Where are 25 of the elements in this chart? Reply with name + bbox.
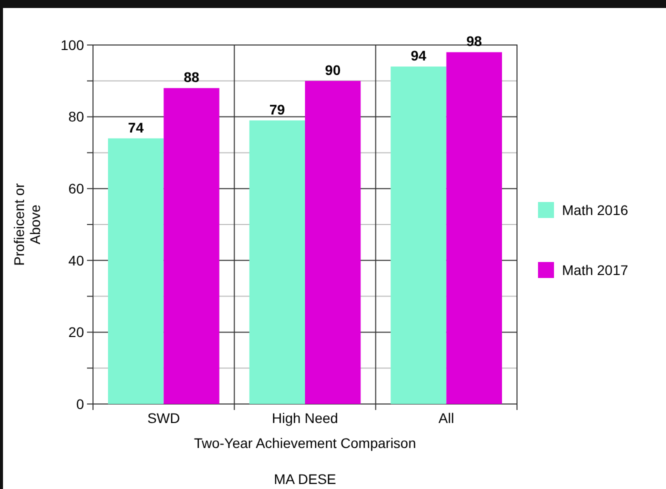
text: MA DESE xyxy=(274,471,336,487)
y-axis-title: Profieicent or Above xyxy=(11,182,43,266)
x-tick-label: All xyxy=(438,410,454,426)
x-tick-label: SWD xyxy=(147,410,180,426)
bar xyxy=(108,138,164,404)
legend-label: Math 2016 xyxy=(562,202,628,218)
x-tick-label: High Need xyxy=(272,410,338,426)
bar xyxy=(164,88,220,404)
y-tick-label: 80 xyxy=(68,108,84,125)
data-label: 74 xyxy=(128,119,144,136)
data-label: 79 xyxy=(269,101,286,118)
y-tick-label: 20 xyxy=(68,324,84,340)
y-tick-label: 60 xyxy=(68,180,84,196)
bar xyxy=(390,66,446,404)
legend-label: Math 2017 xyxy=(562,262,628,278)
y-tick-label: 0 xyxy=(76,396,84,412)
y-tick-label: 100 xyxy=(60,36,84,53)
x-axis-title: Two-Year Achievement Comparison xyxy=(194,435,416,451)
bar xyxy=(446,52,502,404)
bar xyxy=(249,120,305,404)
bar xyxy=(305,80,361,404)
data-label: 90 xyxy=(325,62,341,78)
y-tick-label: 40 xyxy=(68,252,84,268)
data-label: 94 xyxy=(410,48,426,64)
data-label: 88 xyxy=(184,69,200,86)
